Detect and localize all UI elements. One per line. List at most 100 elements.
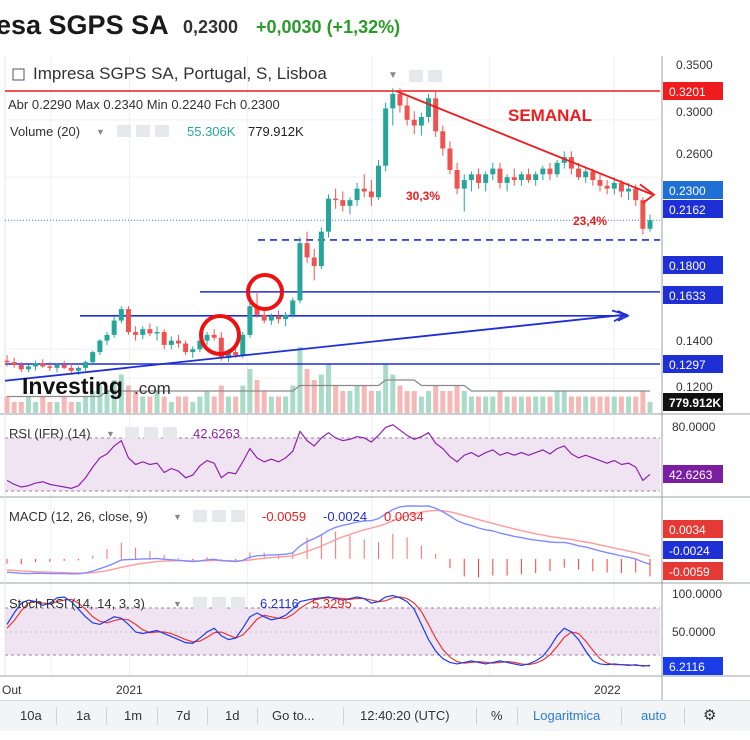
close-icon[interactable] <box>163 427 177 439</box>
descending-trendline <box>395 90 653 196</box>
volume-bar <box>161 396 167 413</box>
chevron-down-icon[interactable]: ▼ <box>96 127 105 137</box>
collapse-icon[interactable] <box>12 68 25 81</box>
candle-body <box>447 148 453 171</box>
x-tick-label: 2022 <box>594 683 621 697</box>
volume-bar <box>526 396 532 413</box>
candle-body <box>454 170 460 189</box>
volume-bars <box>4 347 653 413</box>
volume-bar <box>454 385 460 413</box>
volume-bar <box>33 402 39 413</box>
candle-body <box>504 177 510 183</box>
candle-body <box>154 332 160 334</box>
volume-bar <box>61 396 67 413</box>
range-7d-button[interactable]: 7d <box>176 708 191 723</box>
volume-bar <box>511 396 517 413</box>
gear-icon[interactable] <box>212 597 226 609</box>
axis-price-label-badge <box>663 181 723 199</box>
gear-icon[interactable] <box>428 70 442 82</box>
clock-time[interactable]: 12:40:20 (UTC) <box>360 708 450 723</box>
macd-line <box>6 505 651 575</box>
eye-icon[interactable] <box>193 597 207 609</box>
settings-gear-icon[interactable]: ⚙ <box>703 707 717 724</box>
annotation-semanal: SEMANAL <box>508 106 592 125</box>
gear-icon[interactable] <box>136 125 150 137</box>
chevron-down-icon[interactable]: ▼ <box>106 429 115 439</box>
range-1d-button[interactable]: 1d <box>225 708 240 723</box>
eye-icon[interactable] <box>409 70 423 82</box>
chevron-down-icon[interactable]: ▼ <box>173 512 182 522</box>
candle-body <box>161 332 167 345</box>
volume-bar <box>468 396 474 413</box>
volume-bar <box>218 385 224 413</box>
stoch-tick-label: 50.0000 <box>672 625 716 639</box>
price-axis: 0.3500 0.3000 0.2600 0.1400 0.1200 0.3201 0.23… <box>663 58 723 675</box>
volume-bar <box>540 396 546 413</box>
close-icon[interactable] <box>231 510 245 522</box>
gear-icon[interactable] <box>144 427 158 439</box>
eye-icon[interactable] <box>117 125 131 137</box>
log-scale-toggle[interactable]: Logaritmica <box>533 708 601 723</box>
candle-body <box>261 314 267 321</box>
gear-icon[interactable] <box>212 510 226 522</box>
macd-value-badge <box>663 520 723 538</box>
candle-body <box>433 98 439 132</box>
range-10a-button[interactable]: 10a <box>20 708 42 723</box>
percent-toggle[interactable]: % <box>491 708 503 723</box>
chevron-down-icon[interactable]: ▼ <box>173 599 182 609</box>
candle-body <box>304 243 310 258</box>
arrow-head <box>611 309 629 323</box>
rsi-axis-value: 42.6263 <box>669 468 713 482</box>
legend-ohlc: Abr 0.2290 Max 0.2340 Min 0.2240 Fch 0.2… <box>8 97 280 112</box>
range-1m-button[interactable]: 1m <box>124 708 143 723</box>
volume-bar <box>418 396 424 413</box>
volume-bar <box>576 396 582 413</box>
candle-body <box>190 349 196 353</box>
stoch-axis-value: 6.2116 <box>669 660 705 674</box>
horizontal-levels <box>5 90 660 365</box>
close-icon[interactable] <box>155 125 169 137</box>
eye-icon[interactable] <box>125 427 139 439</box>
volume-bar <box>204 391 210 413</box>
candle-body <box>518 174 524 181</box>
range-1a-button[interactable]: 1a <box>76 708 91 723</box>
volume-bar <box>240 385 246 413</box>
candle-body <box>97 340 103 353</box>
axis-price-label-badge <box>663 256 723 274</box>
volume-bar <box>211 396 217 413</box>
x-tick-label: Out <box>2 683 22 697</box>
chart-area[interactable]: 0.3500 0.3000 0.2600 0.1400 0.1200 0.3201 0.23… <box>0 56 750 700</box>
volume-bar <box>97 385 103 413</box>
price-change: +0,0030 (+1,32%) <box>256 17 401 37</box>
volume-bar <box>140 396 146 413</box>
go-to-button[interactable]: Go to... <box>272 708 315 723</box>
candle-body <box>318 231 324 267</box>
volume-bar <box>290 385 296 413</box>
volume-bar <box>583 396 589 413</box>
y-tick-label: 0.3000 <box>676 105 713 119</box>
close-icon[interactable] <box>231 597 245 609</box>
highlight-circle <box>246 273 284 311</box>
ascending-trendline <box>4 313 625 382</box>
candle-body <box>640 200 646 229</box>
volume-bar <box>518 396 524 413</box>
volume-bar <box>404 391 410 413</box>
candle-body <box>426 98 432 117</box>
candle-body <box>247 306 253 335</box>
volume-bar <box>47 402 53 413</box>
annotation-pct-1: 30,3% <box>406 189 440 203</box>
candle-body <box>11 362 17 366</box>
candle-body <box>397 94 403 106</box>
candle-body <box>404 105 410 120</box>
candle-body <box>540 168 546 175</box>
volume-bar <box>275 396 281 413</box>
candle-body <box>204 334 210 341</box>
volume-bar <box>447 391 453 413</box>
auto-scale-toggle[interactable]: auto <box>641 708 667 723</box>
eye-icon[interactable] <box>193 510 207 522</box>
chevron-down-icon[interactable]: ▼ <box>388 70 398 81</box>
volume-bar <box>440 391 446 413</box>
volume-bar <box>118 374 124 413</box>
candle-body <box>297 243 303 301</box>
volume-bar <box>626 396 632 413</box>
